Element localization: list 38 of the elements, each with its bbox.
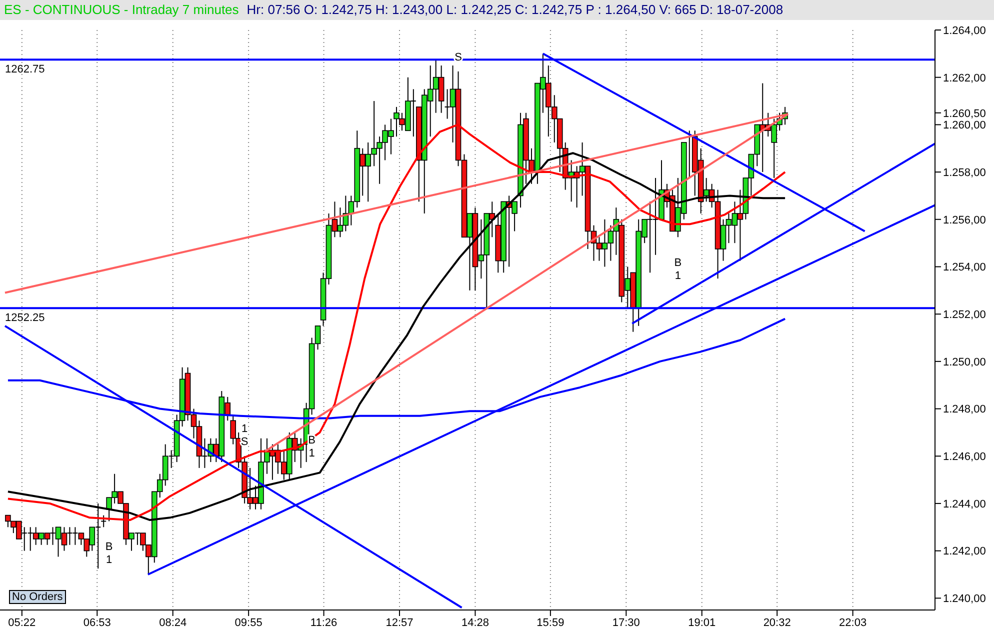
ref-line-label: 1262.75 — [5, 63, 45, 76]
chart-title: ES - CONTINUOUS - Intraday 7 minutes — [4, 2, 239, 17]
ref-line-label: 1252.25 — [5, 312, 45, 324]
annotation: S — [240, 436, 248, 448]
x-tick-label: 05:22 — [8, 616, 36, 629]
x-tick-label: 11:26 — [310, 616, 338, 629]
annotation: 1 — [674, 270, 682, 282]
x-tick-label: 06:53 — [83, 616, 111, 629]
y-tick-label: 1.262,00 — [943, 72, 986, 84]
annotation: No Orders — [9, 590, 66, 604]
y-tick-label: 1.252,00 — [943, 308, 986, 321]
x-tick-label: 20:32 — [763, 616, 791, 629]
y-tick-label: 1.256,00 — [943, 214, 986, 226]
x-tick-label: 19:01 — [688, 616, 716, 629]
y-tick-label: 1.258,00 — [943, 166, 986, 179]
x-tick-label: 08:24 — [159, 616, 187, 629]
y-tick-label: 1.260,00 — [943, 120, 986, 132]
y-tick-label: 1.240,00 — [943, 593, 986, 606]
y-tick-label: 1.254,00 — [943, 262, 986, 274]
annotation: B — [674, 257, 682, 270]
x-tick-label: 09:55 — [234, 616, 262, 629]
y-tick-label: 1.242,00 — [943, 546, 986, 558]
annotation: 1 — [106, 554, 112, 566]
annotation: 1 — [308, 448, 315, 460]
y-tick-label: 1.246,00 — [943, 451, 986, 464]
x-tick-label: 14:28 — [461, 616, 489, 629]
y-tick-label: 1.260,50 — [943, 108, 986, 120]
y-tick-label: 1.250,00 — [943, 356, 986, 368]
y-tick-label: 1.264,00 — [943, 24, 986, 37]
x-tick-label: 12:57 — [386, 616, 414, 629]
x-tick-label: 22:03 — [839, 616, 867, 629]
x-tick-label: 15:59 — [536, 616, 564, 629]
annotation: B — [105, 541, 113, 554]
chart-subtitle: Hr: 07:56 O: 1.242,75 H: 1.243,00 L: 1.242,25 C: 1.242,75 P : 1.264,50 V: 665 D: 18-07-2008 — [246, 2, 784, 17]
annotation: 1 — [242, 423, 248, 436]
x-tick-label: 17:30 — [612, 616, 640, 629]
y-tick-label: 1.244,00 — [943, 498, 986, 510]
y-tick-label: 1.248,00 — [943, 404, 986, 416]
